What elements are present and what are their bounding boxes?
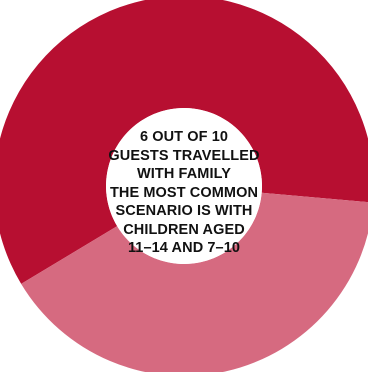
center-caption: 6 OUT OF 10 GUESTS TRAVELLED WITH FAMILY… (104, 118, 264, 268)
family-slice (0, 0, 368, 284)
donut-hole (106, 108, 262, 264)
other-slice (21, 192, 368, 372)
center-line: CHILDREN AGED (123, 221, 245, 238)
center-line: GUESTS TRAVELLED (108, 147, 260, 164)
center-line: 11–14 AND 7–10 (127, 240, 241, 257)
center-line: SCENARIO IS WITH (115, 203, 253, 220)
center-line: 6 OUT OF 10 (139, 129, 229, 146)
center-line: WITH FAMILY (136, 166, 231, 183)
center-line: THE MOST COMMON (109, 184, 259, 201)
